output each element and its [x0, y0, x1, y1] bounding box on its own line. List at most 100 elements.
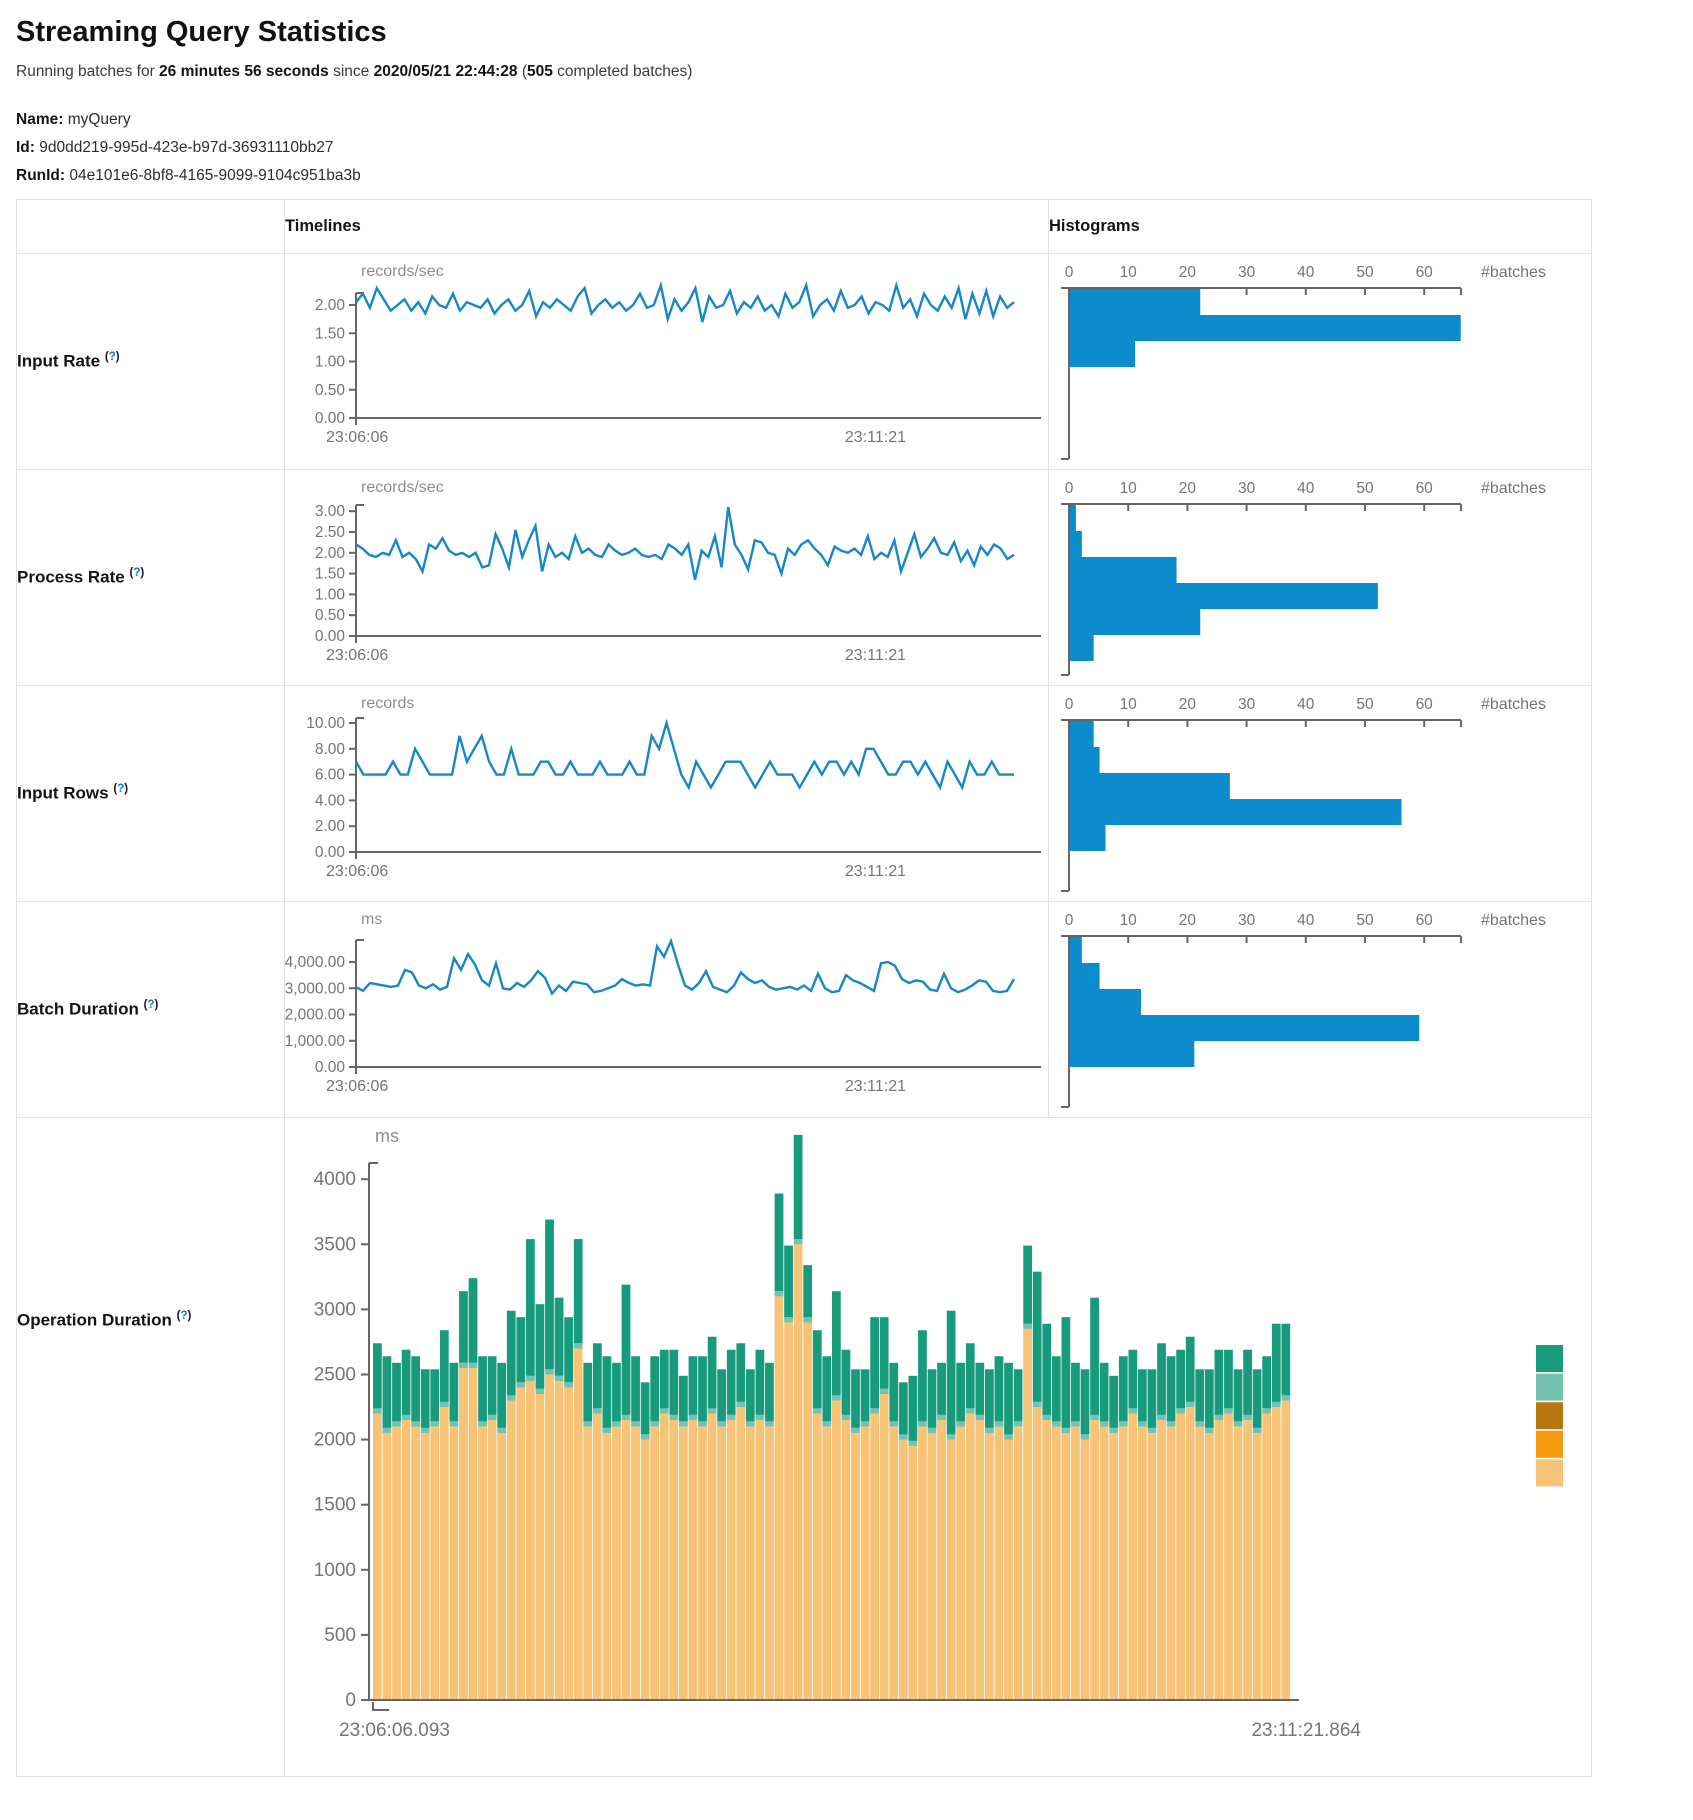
stacked-bar-segment-middle	[621, 1414, 631, 1421]
stacked-bar-segment-middle	[669, 1414, 679, 1421]
stacked-bar-segment-middle	[1080, 1434, 1090, 1440]
stacked-bar-segment-middle	[736, 1401, 746, 1408]
svg-text:10: 10	[1120, 264, 1138, 281]
stacked-bar-segment-top	[506, 1310, 516, 1396]
process-rate-histogram: 0 10 20 30 40 50 60 #batches	[1061, 480, 1546, 676]
input-rate-timeline-cell: records/sec 0.00 0.50 1.00 1.50 2.00 23:06:06 2…	[284, 253, 1049, 470]
svg-text:0.50: 0.50	[315, 382, 346, 399]
svg-text:20: 20	[1179, 264, 1197, 281]
histogram-bar	[1070, 825, 1106, 851]
svg-text:1000: 1000	[314, 1560, 356, 1581]
stacked-bar-segment-middle	[526, 1375, 535, 1382]
stacked-bar-segment-middle	[879, 1388, 889, 1395]
stacked-bar-segment-top	[1109, 1375, 1119, 1428]
process-rate-help-icon[interactable]: (?)	[129, 567, 145, 580]
stacked-bar-segment-top	[1195, 1369, 1205, 1422]
stacked-bar-segment-middle	[554, 1375, 564, 1382]
stacked-bar-segment-top	[937, 1362, 946, 1415]
stacked-bar-segment-middle	[1252, 1427, 1262, 1434]
stacked-bar-segment-middle	[1128, 1408, 1138, 1414]
stacked-bar-segment-middle	[1023, 1323, 1033, 1329]
stacked-bar-segment-bottom	[478, 1426, 487, 1700]
running-duration: 26 minutes 56 seconds	[159, 63, 329, 80]
input-rows-timeline-chart: records 0.00 2.00 4.00 6.00 8.00 10.00 23:06:06…	[285, 686, 1048, 901]
stacked-bar-segment-middle	[602, 1427, 612, 1434]
stacked-bar-segment-middle	[1099, 1421, 1109, 1427]
streaming-query-statistics-page: Streaming Query Statistics Running batch…	[0, 16, 1693, 1797]
stacked-bar-segment-bottom	[602, 1433, 612, 1700]
stacked-bar-segment-bottom	[965, 1413, 975, 1700]
stacked-bar-segment-bottom	[592, 1413, 602, 1700]
process-rate-timeline-cell: records/sec 0.00 0.50 1.00 1.50 2.00 2.50 3.00 2…	[284, 469, 1049, 686]
stacked-bar-segment-middle	[1118, 1421, 1128, 1427]
histograms-column-header: Histograms	[1048, 199, 1592, 254]
stacked-bar-segment-top	[927, 1369, 937, 1428]
svg-text:10: 10	[1120, 696, 1138, 713]
stacked-bar-segment-bottom	[631, 1426, 640, 1700]
stacked-bar-segment-bottom	[698, 1426, 707, 1700]
stacked-bar-segment-top	[554, 1297, 564, 1376]
stacked-bar-segment-top	[726, 1349, 736, 1415]
stacked-bar-segment-bottom	[1166, 1426, 1176, 1700]
stacked-bar-segment-middle	[1233, 1421, 1243, 1427]
stacked-bar-segment-bottom	[822, 1426, 832, 1700]
svg-text:1.00: 1.00	[315, 354, 346, 371]
stacked-bar-segment-top	[994, 1356, 1004, 1422]
input-rows-timeline: records 0.00 2.00 4.00 6.00 8.00 10.00 23:06:06…	[306, 695, 1041, 880]
stacked-bar-segment-top	[1032, 1271, 1042, 1402]
stacked-bar-segment-bottom	[726, 1420, 736, 1700]
svg-text:60: 60	[1416, 264, 1434, 281]
process-rate-timeline-chart: records/sec 0.00 0.50 1.00 1.50 2.00 2.50 3.00 2…	[285, 470, 1048, 685]
stacked-bar-segment-middle	[497, 1427, 507, 1434]
stacked-bar-segment-middle	[765, 1421, 774, 1427]
stacked-bar-segment-middle	[774, 1291, 784, 1297]
running-prefix: Running batches for	[16, 63, 160, 80]
stacked-bar-segment-top	[1099, 1362, 1109, 1422]
histogram-bar	[1070, 505, 1076, 531]
stacked-bar-segment-middle	[1032, 1401, 1042, 1408]
stacked-bar-segment-bottom	[1224, 1413, 1233, 1700]
input-rate-help-icon[interactable]: (?)	[104, 351, 120, 364]
stacked-bar-segment-middle	[373, 1408, 382, 1414]
stacked-bar-segment-top	[879, 1317, 889, 1389]
stacked-bar-segment-bottom	[1109, 1433, 1119, 1700]
svg-text:0.50: 0.50	[315, 607, 346, 624]
stacked-bar-segment-middle	[956, 1421, 966, 1427]
stacked-bar-segment-middle	[755, 1414, 765, 1421]
stacked-bar-segment-middle	[659, 1408, 669, 1414]
unit-label: records	[361, 695, 414, 712]
stacked-bar-segment-middle	[640, 1434, 650, 1440]
input-rows-help-icon[interactable]: (?)	[113, 783, 129, 796]
stacked-bar-segment-top	[650, 1356, 660, 1422]
stacked-bar-segment-top	[889, 1362, 899, 1422]
histogram-bar	[1070, 531, 1082, 557]
stacked-bar-segment-top	[535, 1304, 545, 1389]
stacked-bar-segment-bottom	[545, 1374, 554, 1700]
stacked-bar-segment-top	[497, 1362, 507, 1428]
stacked-bar-segment-top	[592, 1343, 602, 1409]
batch-duration-help-icon[interactable]: (?)	[143, 999, 159, 1012]
svg-text:1.50: 1.50	[315, 566, 346, 583]
stacked-bar-segment-top	[1281, 1323, 1291, 1396]
stacked-bar-segment-bottom	[1013, 1426, 1023, 1700]
stacked-bar-segment-top	[707, 1336, 717, 1409]
stacked-bar-segment-bottom	[717, 1426, 727, 1700]
unit-label: records/sec	[361, 263, 444, 280]
stacked-bar-segment-middle	[822, 1421, 832, 1427]
batch-duration-timeline: ms 0.00 1,000.00 2,000.00 3,000.00 4,000.00 23…	[285, 911, 1041, 1095]
stacked-bar-segment-top	[1224, 1349, 1233, 1409]
stacked-bar-segment-bottom	[889, 1426, 899, 1700]
stacked-bar-segment-middle	[1147, 1427, 1157, 1434]
stacked-bar-segment-bottom	[573, 1348, 583, 1700]
stacked-bar-segment-middle	[927, 1427, 937, 1434]
stacked-bar-segment-bottom	[860, 1426, 870, 1700]
stacked-bar-segment-middle	[994, 1421, 1004, 1427]
operation-duration-help-icon[interactable]: (?)	[176, 1310, 192, 1322]
stacked-bar-segment-top	[1080, 1369, 1090, 1435]
svg-text:6.00: 6.00	[315, 767, 346, 784]
stacked-bar-segment-middle	[564, 1382, 574, 1388]
input-rate-label: Input Rate	[17, 351, 101, 371]
stacked-bar-segment-top	[573, 1239, 583, 1344]
svg-text:4000: 4000	[314, 1169, 356, 1190]
stacked-bar-segment-top	[688, 1356, 698, 1415]
